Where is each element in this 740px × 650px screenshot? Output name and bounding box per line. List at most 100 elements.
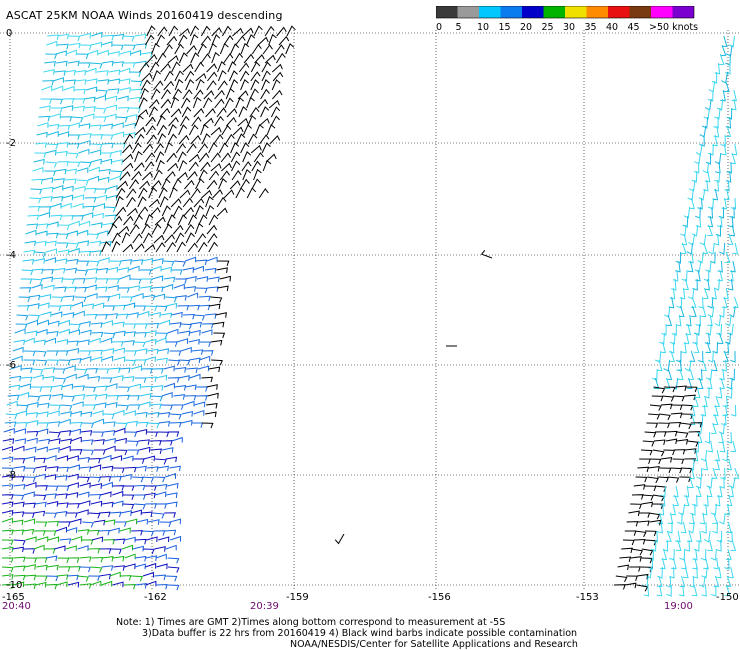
wind-barb	[141, 511, 153, 518]
wind-barb	[662, 395, 675, 402]
x-label-165: -165	[2, 592, 25, 603]
wind-barb	[6, 400, 18, 407]
wind-barb	[109, 260, 122, 267]
wind-barb	[105, 104, 118, 111]
wind-barb	[169, 518, 182, 525]
wind-barb	[655, 350, 662, 363]
wind-barb	[28, 205, 41, 212]
wind-barb	[91, 331, 104, 338]
wind-barb	[38, 211, 51, 218]
wind-barb	[77, 509, 89, 515]
wind-barb	[644, 431, 657, 438]
wind-barb	[666, 584, 672, 597]
wind-barb	[167, 328, 179, 335]
wind-barb	[16, 314, 29, 321]
wind-barb	[181, 410, 194, 417]
wind-barb	[167, 377, 180, 383]
wind-barb	[98, 176, 110, 183]
wind-barb	[78, 148, 90, 155]
note-line-2: 3)Data buffer is 22 hrs from 20160419 4)…	[142, 628, 578, 639]
wind-barb	[48, 447, 60, 453]
wind-barb	[118, 287, 130, 293]
wind-barb	[54, 286, 67, 293]
wind-barb	[85, 394, 98, 400]
wind-barb	[285, 43, 295, 55]
wind-barb	[121, 231, 131, 244]
wind-barb	[66, 492, 79, 498]
wind-barb	[122, 144, 133, 154]
wind-barb	[135, 323, 148, 329]
wind-barb	[241, 161, 252, 172]
wind-barb	[25, 557, 38, 563]
wind-barb	[692, 566, 698, 579]
wind-barb	[647, 557, 654, 570]
wind-barb	[134, 33, 147, 40]
wind-barb	[44, 170, 57, 176]
wind-barb	[657, 521, 663, 534]
wind-barb	[193, 410, 205, 416]
wind-barb	[680, 422, 692, 430]
wind-barb	[715, 161, 721, 174]
wind-barb	[46, 143, 59, 150]
wind-barb	[111, 341, 124, 347]
legend-label: 15	[499, 22, 511, 33]
wind-barb	[702, 395, 708, 408]
wind-barb	[81, 539, 94, 545]
wind-barb	[119, 171, 131, 181]
wind-barb	[147, 348, 159, 355]
wind-barb	[687, 440, 699, 447]
wind-barb	[30, 188, 43, 195]
wind-barb	[45, 149, 57, 156]
wind-barb	[210, 339, 223, 346]
wind-barb	[87, 233, 100, 240]
wind-barb	[115, 449, 128, 456]
wind-barb	[60, 404, 73, 411]
wind-barb	[145, 338, 157, 345]
wind-barb	[167, 133, 177, 145]
wind-barb	[65, 267, 77, 274]
wind-barb	[138, 439, 150, 445]
wind-barb	[649, 458, 662, 465]
wind-barb	[187, 292, 199, 299]
wind-barb	[40, 386, 53, 392]
wind-barb	[1, 494, 14, 500]
legend-label: 35	[585, 22, 597, 33]
wind-barb	[108, 78, 121, 84]
wind-barb	[276, 26, 287, 37]
wind-barb	[166, 492, 178, 498]
wind-barb	[194, 205, 204, 217]
wind-barb	[167, 566, 180, 573]
wind-barb	[138, 187, 148, 199]
wind-barb	[32, 374, 44, 381]
wind-barb	[59, 418, 71, 425]
wind-barb	[714, 458, 721, 471]
wind-barb	[135, 583, 147, 589]
wind-barb	[670, 467, 683, 474]
wind-barb	[679, 476, 692, 483]
wind-barb	[102, 142, 114, 149]
wind-barb	[651, 368, 658, 381]
wind-barb	[155, 458, 167, 465]
wind-barb	[200, 53, 211, 64]
wind-barb	[176, 338, 189, 344]
wind-barb	[214, 89, 225, 100]
wind-barb	[676, 350, 682, 363]
wind-barb	[203, 90, 215, 100]
wind-barb	[640, 557, 653, 564]
wind-barb	[166, 35, 178, 46]
wind-barb	[644, 530, 657, 537]
wind-barb	[178, 134, 190, 145]
wind-barb	[49, 113, 61, 119]
wind-barb	[112, 61, 124, 67]
wind-barb	[1, 529, 14, 536]
wind-barb	[165, 170, 176, 181]
wind-barb	[703, 107, 710, 120]
wind-barb	[653, 386, 666, 394]
wind-barb	[77, 240, 90, 246]
wind-barb	[714, 449, 721, 462]
wind-barb	[130, 80, 143, 87]
wind-barb	[722, 350, 729, 362]
wind-barb	[1, 566, 14, 573]
wind-barb	[49, 404, 62, 411]
wind-barb	[201, 323, 214, 329]
